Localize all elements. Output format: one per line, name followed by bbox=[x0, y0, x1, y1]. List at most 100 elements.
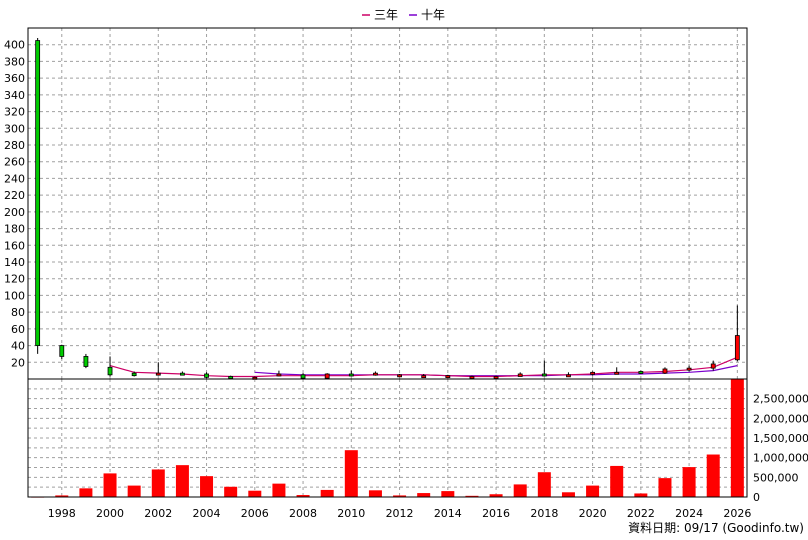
candle bbox=[180, 371, 185, 376]
volume-tick-label: 1,500,000 bbox=[753, 432, 808, 445]
candle bbox=[300, 373, 306, 379]
candle bbox=[83, 353, 89, 369]
price-tick-label: 220 bbox=[4, 189, 25, 202]
volume-bar bbox=[465, 495, 479, 497]
candle bbox=[107, 356, 113, 377]
candle-body bbox=[35, 40, 41, 346]
year-tick-label: 2012 bbox=[386, 507, 414, 520]
year-tick-label: 2018 bbox=[530, 507, 558, 520]
price-tick-label: 20 bbox=[11, 356, 25, 369]
volume-bar bbox=[561, 492, 575, 497]
volume-tick-label: 0 bbox=[753, 491, 760, 504]
candle-body bbox=[493, 376, 499, 379]
year-tick-label: 2014 bbox=[434, 507, 462, 520]
volume-tick-label: 1,000,000 bbox=[753, 452, 808, 465]
candle bbox=[541, 360, 547, 377]
candle-body bbox=[228, 376, 234, 379]
year-tick-label: 2016 bbox=[482, 507, 510, 520]
year-tick-label: 2022 bbox=[627, 507, 655, 520]
volume-panel-border bbox=[27, 378, 748, 498]
candle-body bbox=[107, 366, 113, 376]
price-panel: 20 40 60 80 100 120 140 160 180 200 220 240 260 280 30… bbox=[4, 28, 747, 380]
volume-bar bbox=[224, 486, 238, 497]
volume-tick-label: 2,500,000 bbox=[753, 393, 808, 406]
candle bbox=[614, 367, 620, 375]
price-tick-label: 40 bbox=[11, 340, 25, 353]
year-tick-label: 2000 bbox=[96, 507, 124, 520]
legend-label-ma10: 十年 bbox=[421, 8, 445, 22]
volume-bar bbox=[272, 483, 286, 497]
volume-bar bbox=[513, 484, 527, 497]
year-tick-label: 2002 bbox=[144, 507, 172, 520]
candle-body bbox=[445, 375, 451, 379]
volume-bar bbox=[634, 493, 648, 497]
candle bbox=[469, 375, 475, 379]
candle bbox=[710, 360, 716, 371]
candle-body bbox=[469, 376, 475, 379]
candle bbox=[131, 371, 137, 377]
volume-tick-label: 500,000 bbox=[753, 471, 799, 484]
candle-body bbox=[204, 373, 209, 378]
candle-body bbox=[348, 373, 354, 377]
candle bbox=[686, 365, 692, 372]
candlestick-series bbox=[35, 38, 740, 380]
candle-body bbox=[397, 374, 402, 378]
candle bbox=[662, 367, 668, 374]
candle-body bbox=[155, 372, 161, 376]
candle-body bbox=[710, 363, 716, 369]
candle bbox=[638, 370, 644, 374]
volume-bar bbox=[706, 454, 720, 497]
candle-body bbox=[686, 367, 692, 371]
candle-body bbox=[662, 368, 668, 374]
volume-bar-series bbox=[31, 379, 744, 498]
volume-tick-label: 2,000,000 bbox=[753, 412, 808, 425]
price-tick-label: 260 bbox=[4, 156, 25, 169]
candle bbox=[590, 371, 595, 376]
candle-body bbox=[83, 356, 89, 367]
volume-bar bbox=[417, 493, 431, 497]
candle bbox=[35, 38, 41, 354]
year-tick-label: 2008 bbox=[289, 507, 317, 520]
price-tick-label: 200 bbox=[4, 206, 25, 219]
chart-legend: 三年 十年 bbox=[362, 8, 445, 22]
volume-bar bbox=[730, 379, 744, 497]
year-tick-label: 2004 bbox=[193, 507, 221, 520]
price-panel-border bbox=[27, 27, 748, 380]
candle-body bbox=[590, 371, 595, 375]
volume-bar bbox=[103, 473, 117, 497]
candle bbox=[228, 375, 234, 379]
volume-bar bbox=[537, 472, 551, 497]
price-y-axis: 20 40 60 80 100 120 140 160 180 200 220 240 260 280 30… bbox=[4, 39, 25, 370]
year-tick-label: 2026 bbox=[723, 507, 751, 520]
candle bbox=[155, 362, 161, 376]
volume-bar bbox=[175, 465, 189, 497]
volume-grid bbox=[28, 379, 747, 497]
source-note: 資料日期: 09/17 (Goodinfo.tw) bbox=[628, 521, 804, 535]
volume-bar bbox=[610, 465, 624, 497]
candle-body bbox=[734, 335, 740, 361]
candle bbox=[59, 344, 65, 359]
price-tick-label: 80 bbox=[11, 306, 25, 319]
volume-bar bbox=[441, 491, 455, 497]
volume-bar bbox=[344, 450, 358, 497]
candle-body bbox=[614, 371, 620, 375]
price-tick-label: 240 bbox=[4, 172, 25, 185]
year-tick-label: 2024 bbox=[675, 507, 703, 520]
candle-body bbox=[421, 375, 427, 379]
price-tick-label: 320 bbox=[4, 106, 25, 119]
candle-body bbox=[517, 373, 523, 377]
volume-bar bbox=[320, 489, 334, 497]
candle-body bbox=[638, 371, 644, 374]
candle bbox=[493, 375, 499, 379]
candle bbox=[373, 371, 378, 376]
candle-body bbox=[276, 373, 282, 377]
volume-bar bbox=[151, 469, 165, 497]
candle bbox=[445, 374, 451, 379]
candle bbox=[324, 373, 330, 379]
candle-body bbox=[541, 373, 547, 377]
volume-y-axis: 0 500,000 1,000,000 1,500,000 2,000,000 2,500… bbox=[753, 393, 808, 504]
volume-bar bbox=[586, 485, 600, 497]
price-tick-label: 180 bbox=[4, 223, 25, 236]
year-tick-label: 1998 bbox=[48, 507, 76, 520]
